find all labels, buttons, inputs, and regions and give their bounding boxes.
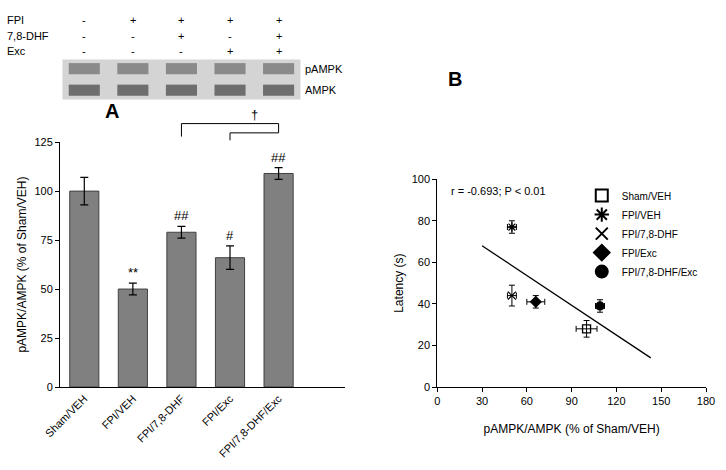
svg-text:125: 125: [34, 136, 52, 148]
svg-text:0: 0: [47, 381, 53, 393]
svg-text:pAMPK: pAMPK: [305, 63, 343, 75]
svg-text:90: 90: [566, 395, 578, 407]
svg-text:FPI/VEH: FPI/VEH: [622, 209, 661, 220]
svg-text:+: +: [276, 45, 282, 57]
svg-text:+: +: [276, 14, 282, 26]
svg-text:7,8-DHF: 7,8-DHF: [7, 30, 49, 42]
svg-text:-: -: [82, 45, 86, 57]
svg-text:FPI/7,8-DHF/Exc: FPI/7,8-DHF/Exc: [217, 392, 285, 460]
svg-text:100: 100: [34, 185, 52, 197]
svg-text:+: +: [178, 30, 184, 42]
svg-text:-: -: [179, 45, 183, 57]
svg-text:20: 20: [418, 339, 430, 351]
svg-text:+: +: [276, 30, 282, 42]
svg-text:**: **: [128, 265, 138, 280]
svg-text:+: +: [227, 45, 233, 57]
svg-text:Sham/VEH: Sham/VEH: [622, 190, 671, 201]
svg-text:0: 0: [424, 381, 430, 393]
svg-text:pAMPK/AMPK (% of Sham/VEH): pAMPK/AMPK (% of Sham/VEH): [484, 422, 660, 436]
svg-text:75: 75: [41, 234, 53, 246]
svg-text:-: -: [82, 14, 86, 26]
svg-text:A: A: [105, 100, 119, 122]
svg-text:AMPK: AMPK: [305, 84, 337, 96]
svg-text:#: #: [226, 228, 234, 243]
svg-text:+: +: [227, 14, 233, 26]
svg-text:FPI/7,8-DHF/Exc: FPI/7,8-DHF/Exc: [622, 266, 698, 277]
svg-text:100: 100: [412, 173, 430, 185]
svg-text:180: 180: [697, 395, 715, 407]
svg-text:FPI/VEH: FPI/VEH: [99, 392, 138, 431]
svg-text:40: 40: [418, 298, 430, 310]
svg-text:30: 30: [476, 395, 488, 407]
svg-text:60: 60: [521, 395, 533, 407]
svg-text:+: +: [130, 14, 136, 26]
svg-text:-: -: [228, 30, 232, 42]
svg-text:Latency (s): Latency (s): [392, 253, 406, 312]
svg-text:+: +: [178, 14, 184, 26]
svg-text:120: 120: [607, 395, 625, 407]
svg-text:FPI/7,8-DHF: FPI/7,8-DHF: [135, 392, 187, 444]
svg-text:60: 60: [418, 256, 430, 268]
svg-text:FPI/7,8-DHF: FPI/7,8-DHF: [622, 228, 678, 239]
svg-text:150: 150: [652, 395, 670, 407]
svg-text:†: †: [251, 107, 258, 122]
svg-text:B: B: [448, 68, 462, 90]
svg-text:Sham/VEH: Sham/VEH: [43, 392, 90, 439]
svg-text:r = -0.693; P < 0.01: r = -0.693; P < 0.01: [451, 185, 546, 197]
svg-text:50: 50: [41, 283, 53, 295]
svg-text:-: -: [131, 45, 135, 57]
svg-text:FPI: FPI: [7, 14, 24, 26]
svg-text:0: 0: [434, 395, 440, 407]
svg-text:-: -: [131, 30, 135, 42]
svg-text:80: 80: [418, 215, 430, 227]
svg-text:FPI/Exc: FPI/Exc: [200, 392, 236, 428]
svg-text:Exc: Exc: [7, 45, 26, 57]
svg-text:##: ##: [271, 150, 286, 165]
svg-text:##: ##: [174, 208, 189, 223]
svg-text:25: 25: [41, 332, 53, 344]
svg-text:FPI/Exc: FPI/Exc: [622, 247, 657, 258]
svg-text:-: -: [82, 30, 86, 42]
svg-text:pAMPK/AMPK (% of Sham/VEH): pAMPK/AMPK (% of Sham/VEH): [15, 177, 29, 353]
